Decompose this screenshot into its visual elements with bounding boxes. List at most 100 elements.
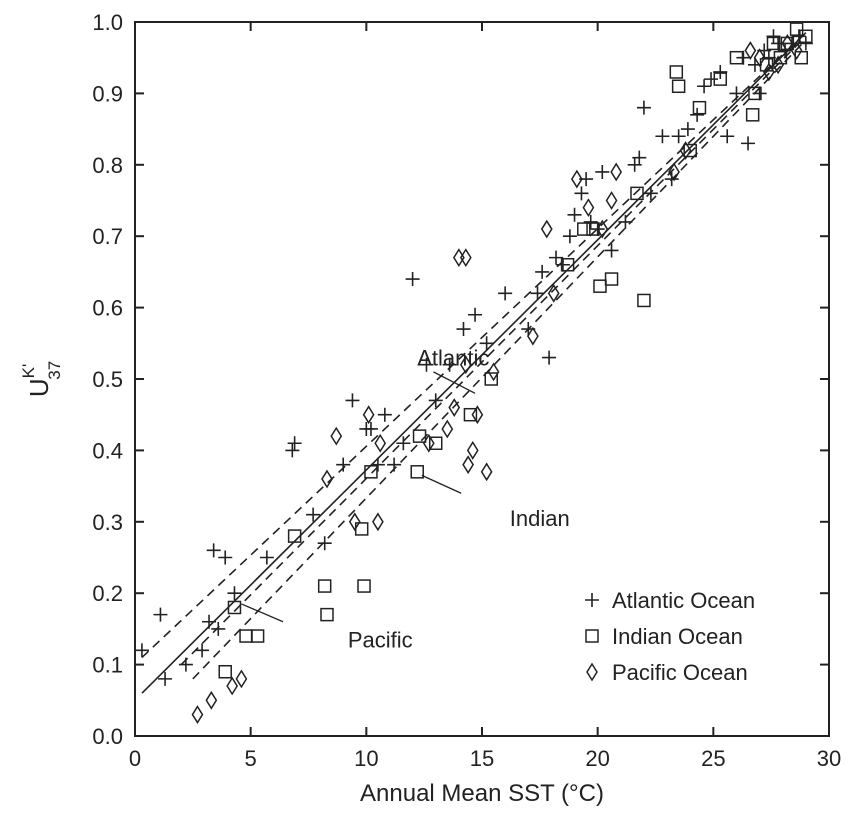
fit-line-atlantic: [141, 32, 807, 659]
indian-ocean-point: [412, 429, 427, 443]
atlantic-ocean-point: [604, 243, 619, 258]
atlantic-ocean-point: [153, 607, 168, 622]
y-tick-label: 0.8: [92, 153, 123, 178]
pacific-ocean-point: [762, 62, 775, 82]
indian-ocean-point: [630, 186, 644, 201]
atlantic-ocean-point: [595, 164, 610, 179]
indian-ocean-point: [729, 50, 744, 65]
indian-ocean-point: [637, 293, 651, 308]
pacific-ocean-point: [448, 398, 461, 417]
atlantic-ocean-point: [752, 86, 767, 101]
pacific-ocean-point: [191, 705, 204, 724]
atlantic-ocean-point: [479, 336, 494, 351]
legend-indian-ocean-marker: [585, 629, 599, 643]
atlantic-ocean-point: [671, 129, 686, 144]
pacific-ocean-point: [459, 355, 472, 375]
atlantic-ocean-point: [798, 36, 813, 51]
pacific-ocean-point: [362, 405, 375, 425]
indian-ocean-point: [692, 100, 707, 115]
atlantic-ocean-point: [227, 586, 242, 601]
y-tick-label: 0.7: [92, 224, 123, 249]
y-tick-label: 0.6: [92, 296, 123, 321]
atlantic-ocean-point: [370, 457, 385, 472]
y-tick-label: 0.2: [92, 581, 123, 606]
pacific-ocean-point: [372, 512, 384, 532]
atlantic-ocean-point: [655, 129, 670, 144]
annotation-indian-label: Indian: [510, 506, 570, 531]
indian-ocean-point: [410, 465, 424, 479]
indian-ocean-point: [227, 600, 242, 615]
pacific-ocean-point: [790, 41, 803, 60]
legend-atlantic-ocean-label: Atlantic Ocean: [612, 588, 755, 613]
pacific-ocean-point: [441, 419, 454, 439]
atlantic-ocean-point: [387, 457, 402, 472]
indian-ocean-point: [560, 258, 575, 272]
pacific-ocean-point: [471, 405, 484, 425]
pacific-ocean-point: [459, 248, 472, 268]
y-tick-label: 0.3: [92, 510, 123, 535]
atlantic-ocean-point: [134, 643, 149, 658]
atlantic-ocean-point: [202, 614, 217, 629]
atlantic-ocean-point: [636, 100, 651, 115]
atlantic-ocean-point: [567, 207, 582, 222]
indian-ocean-point: [239, 629, 253, 643]
indian-ocean-point: [593, 279, 607, 293]
x-tick-label: 25: [701, 746, 725, 771]
indian-ocean-point: [287, 529, 302, 543]
legend-atlantic-ocean-marker: [585, 593, 599, 607]
atlantic-ocean-point: [697, 79, 712, 94]
atlantic-ocean-point: [363, 421, 378, 436]
pacific-ocean-point: [582, 198, 595, 218]
atlantic-ocean-point: [456, 322, 471, 337]
fit-line-indian: [180, 35, 807, 666]
pacific-ocean-point: [679, 141, 692, 160]
pacific-ocean-point: [547, 283, 560, 303]
atlantic-ocean-point: [720, 129, 735, 144]
pacific-ocean-point: [527, 326, 539, 346]
atlantic-ocean-point: [618, 214, 633, 229]
atlantic-ocean-point: [530, 286, 545, 301]
indian-ocean-point: [586, 222, 600, 236]
indian-ocean-point: [773, 50, 788, 65]
atlantic-ocean-point: [766, 29, 781, 44]
legend-pacific-ocean-label: Pacific Ocean: [612, 660, 748, 685]
annotation-atlantic-label: Atlantic: [417, 346, 489, 371]
atlantic-ocean-point: [317, 536, 332, 551]
atlantic-ocean-point: [498, 286, 513, 301]
x-tick-label: 0: [129, 746, 141, 771]
indian-ocean-point: [748, 86, 762, 101]
fit-lines: [141, 32, 807, 694]
atlantic-ocean-point: [345, 393, 360, 408]
pacific-ocean-point: [781, 34, 794, 53]
x-tick-label: 15: [470, 746, 494, 771]
atlantic-ocean-point: [468, 307, 483, 322]
atlantic-ocean-point: [195, 643, 210, 658]
pacific-ocean-point: [480, 462, 493, 482]
pacific-ocean-point: [772, 55, 784, 75]
atlantic-ocean-point: [396, 436, 411, 451]
pacific-ocean-point: [205, 690, 218, 710]
indian-ocean-point: [484, 372, 499, 386]
indian-ocean-point: [463, 407, 478, 422]
x-tick-label: 20: [585, 746, 609, 771]
atlantic-ocean-point: [704, 72, 719, 87]
pacific-ocean-point: [487, 362, 500, 382]
pacific-ocean-point: [348, 512, 361, 532]
indian-ocean-point: [766, 36, 781, 51]
pacific-ocean-point: [452, 248, 465, 268]
y-axis-title-subscript: 37: [45, 361, 64, 380]
x-tick-label: 5: [245, 746, 257, 771]
indian-ocean-point: [218, 664, 232, 679]
indian-ocean-point: [671, 79, 686, 94]
pacific-ocean-point: [610, 162, 623, 182]
atlantic-ocean-point: [632, 150, 647, 165]
atlantic-ocean-point: [211, 621, 226, 636]
atlantic-ocean-point: [555, 257, 570, 272]
indian-ocean-point: [799, 29, 813, 44]
atlantic-ocean-point: [158, 671, 173, 686]
pacific-ocean-point: [744, 41, 757, 60]
y-tick-label: 0.0: [92, 724, 123, 749]
atlantic-ocean-point: [791, 29, 806, 44]
x-tick-label: 10: [354, 746, 378, 771]
pacific-ocean-point: [321, 469, 333, 489]
